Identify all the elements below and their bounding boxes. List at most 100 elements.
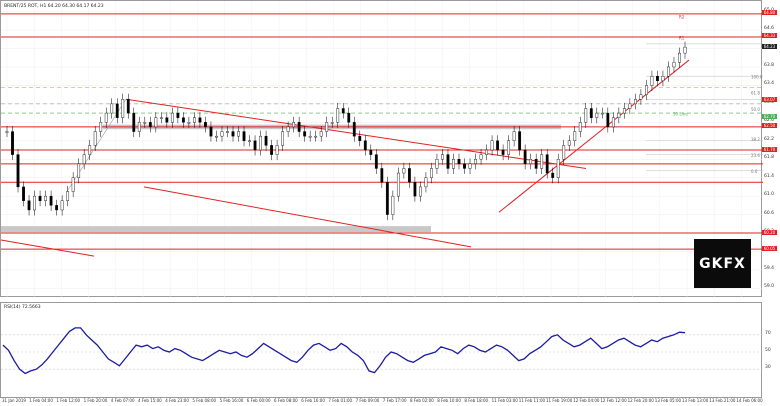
candle-body [639, 94, 643, 100]
candle-body [358, 135, 362, 141]
price-tick-label: 63.4 [764, 81, 775, 87]
trendline [143, 186, 472, 248]
candle-body [16, 154, 20, 188]
price-tag: 62.70 [762, 114, 777, 120]
price-tag: 60.05 [762, 245, 777, 251]
zone-label: 38.2 [751, 137, 760, 142]
time-label: 8 Feb 10:00 [437, 398, 461, 403]
candle-body [656, 75, 659, 82]
trendline [125, 98, 587, 169]
candle-body [540, 154, 544, 169]
candle-body [231, 131, 235, 137]
rsi-tick-label: 50 [765, 348, 771, 353]
candle-body [165, 117, 169, 123]
time-label: 12 Feb 12:00 [600, 398, 627, 403]
price-tick-label: 59.0 [764, 284, 775, 290]
candle-body [5, 131, 9, 133]
candle-body [628, 103, 632, 109]
candle-body [534, 159, 538, 169]
candle-body [485, 149, 488, 155]
time-label: 5 Feb 08:00 [192, 398, 217, 403]
rsi-tick-label: 30 [765, 365, 771, 371]
rsi-svg [1, 327, 763, 375]
price-tag: 61.70 [762, 146, 777, 152]
candle-body [104, 112, 108, 123]
time-label: 11 Feb 03:00 [491, 398, 518, 403]
price-tick-label: 61.8 [764, 155, 775, 161]
candle-body [645, 85, 648, 95]
time-label: 4 Feb 15:00 [138, 398, 162, 403]
candle-body [374, 154, 378, 169]
candle-body [226, 131, 229, 133]
candle-body [463, 163, 466, 169]
candle-body [49, 195, 53, 206]
candle-body [209, 126, 213, 137]
candle-body [589, 108, 593, 118]
time-label: 12 Feb 04:00 [573, 398, 600, 403]
candle-body [611, 117, 615, 128]
candle-body [33, 195, 36, 211]
candle-body [672, 62, 676, 68]
candle-body [170, 112, 174, 123]
candle-body [99, 122, 103, 132]
candle-body [424, 177, 428, 188]
candle-body [176, 112, 180, 118]
candle-body [132, 112, 136, 132]
candle-body [468, 163, 472, 169]
candle-body [452, 159, 455, 169]
time-label: 6 Feb 16:00 [301, 398, 325, 403]
candle-body [336, 108, 340, 123]
candle-body [215, 135, 218, 138]
candle-body [281, 131, 285, 146]
gkfx-logo: GKFX [694, 239, 751, 288]
zone-label: 23.6 [751, 153, 760, 158]
candle-body [286, 126, 290, 132]
candle-body [496, 140, 499, 151]
candle-body [595, 112, 599, 118]
candle-body [518, 131, 522, 151]
candle-body [44, 195, 47, 201]
price-tick-label: 63.0 [764, 99, 775, 105]
price-chart-pane[interactable]: R2 R1 100.0 61.8 50.0 38.2 23.6 0.0 50 Line BREN… [0, 0, 763, 298]
candle-body [419, 186, 422, 197]
time-label: 8 Feb 18:00 [464, 398, 489, 403]
candle-body [292, 122, 296, 128]
price-tag: 64.23 [762, 43, 777, 49]
trendline [498, 59, 690, 213]
candle-body [181, 117, 185, 123]
candle-body [380, 168, 384, 183]
candle-body [363, 140, 367, 151]
candle-body [584, 108, 588, 123]
time-label: 14 Feb 06:00 [736, 398, 763, 403]
candle-body [578, 122, 582, 132]
rsi-line [2, 327, 686, 375]
rsi-pane[interactable]: RSI(14) 72.5663 [0, 302, 763, 398]
candle-body [220, 131, 224, 137]
candle-body [650, 75, 654, 86]
candle-body [622, 108, 626, 114]
time-label: 4 Feb 23:00 [165, 398, 189, 403]
candle-body [600, 112, 604, 115]
time-label: 13 Feb 05:00 [654, 398, 682, 403]
candle-body [545, 154, 549, 174]
candle-body [66, 191, 70, 201]
price-tick-label: 62.6 [764, 118, 775, 124]
candle-body [308, 135, 312, 138]
zone-label: 50.0 [751, 107, 760, 112]
time-label: 31 Jan 2019 [2, 398, 26, 403]
candle-body [556, 159, 560, 178]
price-tick-label: 61.0 [764, 192, 775, 198]
candle-body [402, 168, 406, 174]
candle-body [347, 112, 351, 123]
time-label: 13 Feb 13:00 [682, 398, 709, 403]
trendline [0, 239, 95, 257]
candle-body [606, 112, 610, 128]
price-tick-label: 59.4 [764, 265, 775, 271]
candle-body [193, 117, 196, 123]
fib-green-label: 50 Line [673, 111, 688, 116]
time-label: 13 Feb 21:00 [709, 398, 736, 403]
price-tick-label: 63.8 [764, 62, 775, 68]
candle-body [573, 131, 577, 141]
candle-body [667, 66, 670, 77]
